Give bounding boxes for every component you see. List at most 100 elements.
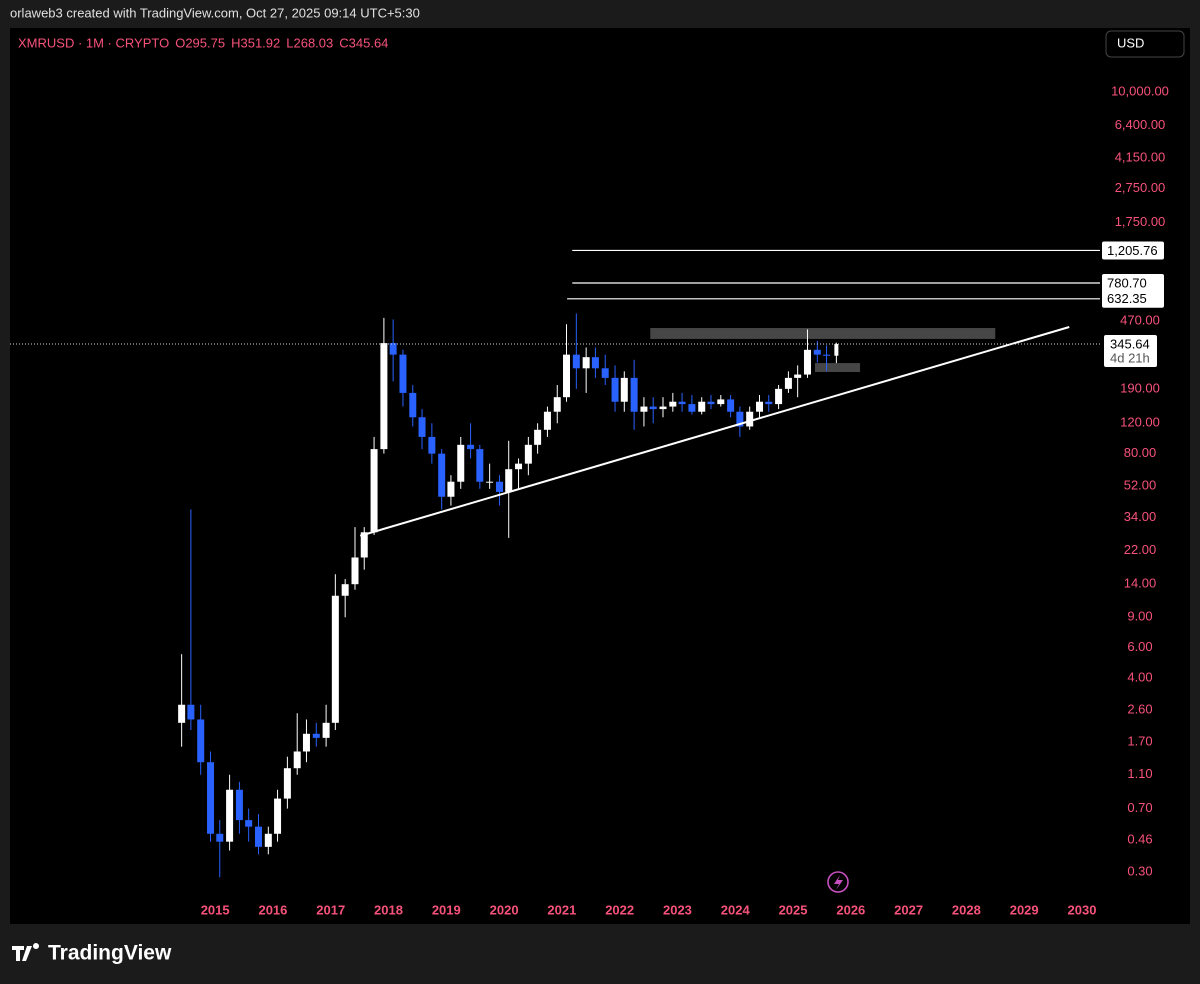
zone [650, 328, 996, 339]
x-tick-label: 2027 [894, 902, 923, 917]
candle-body [389, 343, 397, 355]
candle-body [707, 401, 715, 405]
level-label-box [1102, 274, 1164, 293]
candle-body [178, 704, 186, 723]
currency[interactable]: USD [1117, 35, 1144, 50]
candle-body [620, 377, 628, 402]
y-tick-label: 4.00 [1127, 669, 1152, 684]
candle-body [254, 826, 262, 847]
x-tick-label: 2026 [836, 902, 865, 917]
y-tick-label: 80.00 [1124, 445, 1157, 460]
x-tick-label: 2022 [605, 902, 634, 917]
price-label-box [1104, 335, 1157, 368]
y-tick-label: 190.00 [1120, 380, 1160, 395]
candle-body [630, 377, 638, 412]
candle-body [322, 722, 330, 738]
candle-body [563, 354, 571, 398]
candle-body [611, 377, 619, 402]
candle-body [794, 374, 802, 378]
candle-body [834, 344, 839, 356]
candle-body [360, 532, 368, 558]
zone [814, 363, 861, 372]
y-tick-label: 14.00 [1124, 576, 1157, 591]
candle-body [283, 768, 291, 799]
candle-body [823, 354, 831, 356]
candle-body [756, 401, 764, 412]
candle-body [293, 751, 301, 769]
y-tick-label: 9.00 [1127, 609, 1152, 624]
y-tick-label: 1.10 [1127, 766, 1152, 781]
y-tick-label: 2,750.00 [1115, 180, 1166, 195]
x-tick-label: 2016 [258, 902, 287, 917]
candle-body [659, 406, 667, 410]
ohlc-value: 351.92 [240, 35, 280, 50]
candle-body [765, 401, 773, 405]
y-tick-label: 22.00 [1124, 542, 1157, 557]
candle-body [245, 820, 253, 827]
level-label: 1,205.76 [1107, 243, 1158, 258]
candle-body [640, 406, 648, 412]
logo-text: TradingView [48, 942, 172, 965]
header: XMRUSD · 1M · CRYPTO O 295.75 H 351.92 L 268.0… [18, 35, 388, 50]
candle-body [543, 411, 551, 430]
candle-body [409, 392, 417, 418]
candle-body [803, 349, 811, 375]
y-tick-label: 6.00 [1127, 639, 1152, 654]
currency-button[interactable] [1105, 30, 1185, 58]
candle-body [187, 704, 195, 720]
logo: TradingView [12, 942, 172, 965]
candle-body [784, 377, 792, 389]
ohlc-letter: C [339, 35, 348, 50]
candle-body [341, 584, 349, 596]
candle-body [688, 404, 696, 412]
candle-body [486, 481, 494, 483]
x-tick-label: 2029 [1010, 902, 1039, 917]
candle-body [370, 449, 378, 533]
candle-body [717, 399, 725, 405]
level-label: 780.70 [1107, 275, 1147, 290]
attribution: orlaweb3 created with TradingView.com, O… [10, 5, 420, 20]
candle-body [553, 397, 561, 412]
ohlc-value: 295.75 [185, 35, 225, 50]
candle-body [678, 401, 686, 405]
candle-body [591, 357, 599, 369]
y-tick-label: 34.00 [1124, 509, 1157, 524]
y-tick-label: 52.00 [1124, 477, 1157, 492]
y-tick-label: 470.00 [1120, 312, 1160, 327]
candle-body [495, 481, 503, 492]
x-tick-label: 2023 [663, 902, 692, 917]
candle-body [197, 719, 205, 763]
x-tick-label: 2017 [316, 902, 345, 917]
y-tick-label: 0.46 [1127, 831, 1152, 846]
candle-body [226, 789, 234, 842]
ohlc-value: 268.03 [293, 35, 333, 50]
candle-body [302, 733, 310, 752]
candle-body [447, 481, 455, 497]
candle-body [736, 411, 744, 427]
candle-body [727, 399, 735, 412]
ohlc-value: 345.64 [349, 35, 389, 50]
alert-icon[interactable] [827, 871, 849, 893]
chart-area [10, 28, 1190, 924]
candle-body [351, 557, 359, 585]
candle-body [582, 357, 590, 369]
candle-body [331, 595, 339, 723]
countdown: 4d 21h [1110, 350, 1150, 365]
candle-body [601, 368, 609, 378]
x-tick-label: 2025 [779, 902, 808, 917]
ohlc-letter: L [286, 35, 293, 50]
candle-body [235, 789, 243, 821]
candle-body [467, 444, 475, 450]
y-tick-label: 1,750.00 [1115, 214, 1166, 229]
candle-body [399, 354, 407, 393]
candle-body [572, 354, 580, 369]
symbol-title: XMRUSD · 1M · CRYPTO [18, 35, 169, 50]
candle-body [505, 469, 513, 492]
candle-body [274, 798, 282, 834]
candle-body [438, 453, 446, 497]
candle-body [264, 833, 272, 847]
candle-body [515, 463, 523, 470]
trendline [359, 326, 1070, 537]
level-label: 632.35 [1107, 291, 1147, 306]
